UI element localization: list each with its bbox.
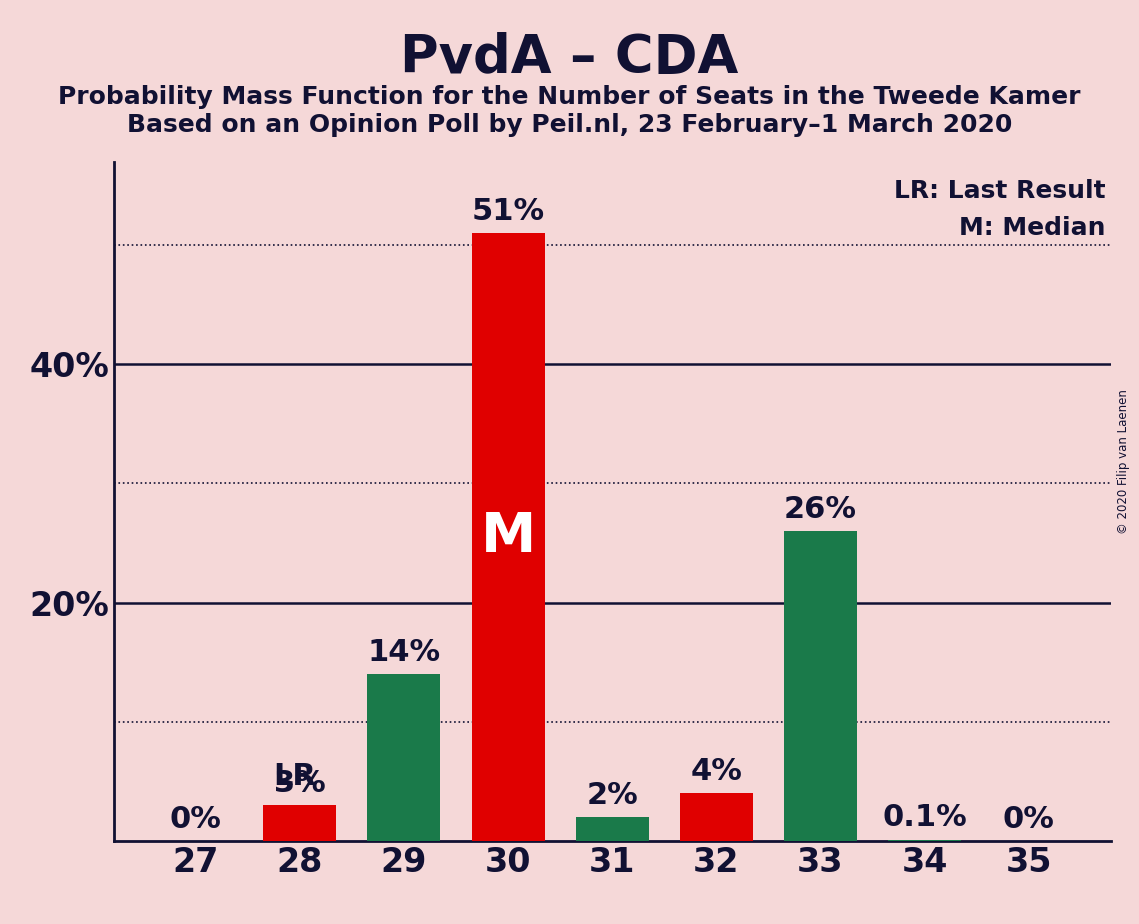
Bar	[263, 805, 336, 841]
Text: M: Median: M: Median	[959, 216, 1106, 240]
Text: 3%: 3%	[273, 769, 326, 798]
Bar	[784, 531, 857, 841]
Text: LR: Last Result: LR: Last Result	[894, 178, 1106, 202]
Bar	[888, 840, 961, 841]
Bar	[368, 674, 441, 841]
Bar	[680, 793, 753, 841]
Text: 26%: 26%	[784, 495, 857, 524]
Bar	[472, 233, 544, 841]
Text: 51%: 51%	[472, 197, 544, 226]
Text: 2%: 2%	[587, 781, 638, 809]
Text: 0%: 0%	[170, 805, 222, 833]
Text: 0.1%: 0.1%	[883, 804, 967, 833]
Text: M: M	[481, 510, 535, 564]
Text: Probability Mass Function for the Number of Seats in the Tweede Kamer: Probability Mass Function for the Number…	[58, 85, 1081, 109]
Text: 0%: 0%	[1002, 805, 1055, 833]
Text: 14%: 14%	[368, 638, 441, 667]
Text: 4%: 4%	[690, 757, 743, 786]
Text: LR: LR	[273, 761, 316, 791]
Text: PvdA – CDA: PvdA – CDA	[400, 32, 739, 84]
Text: Based on an Opinion Poll by Peil.nl, 23 February–1 March 2020: Based on an Opinion Poll by Peil.nl, 23 …	[126, 113, 1013, 137]
Bar	[575, 817, 649, 841]
Text: © 2020 Filip van Laenen: © 2020 Filip van Laenen	[1117, 390, 1130, 534]
